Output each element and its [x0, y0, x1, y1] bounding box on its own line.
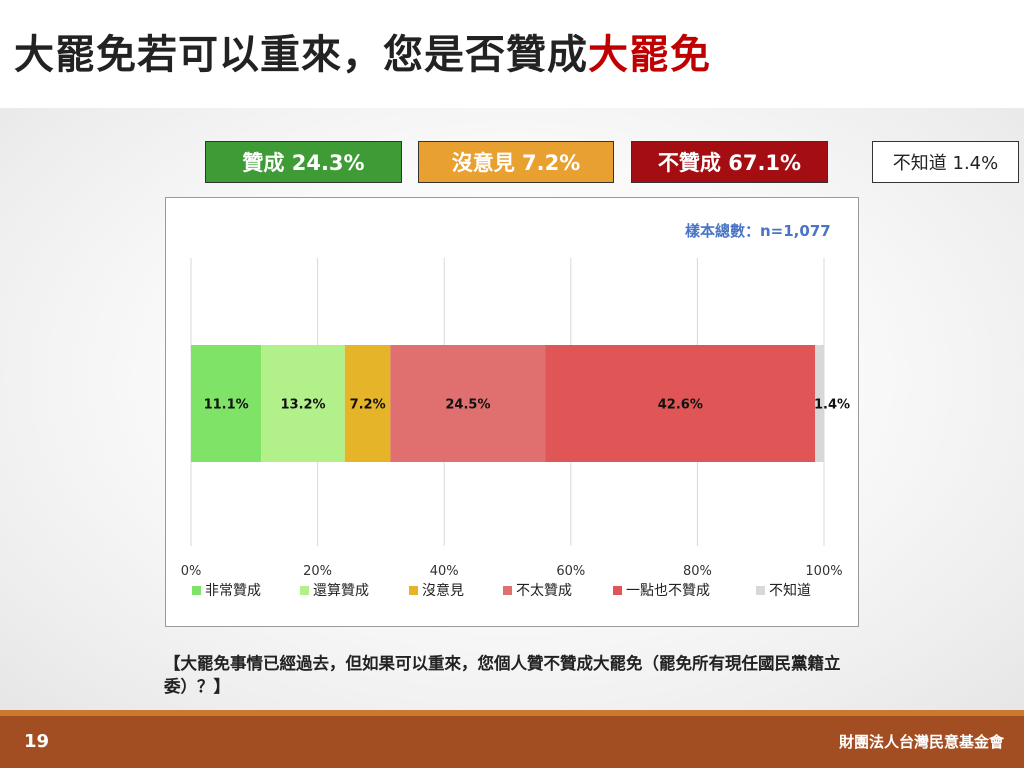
data-label: 7.2%	[350, 398, 386, 413]
bar-segment	[191, 345, 262, 462]
title-highlight: 大罷免	[588, 32, 711, 78]
x-tick-label: 100%	[805, 564, 842, 579]
title-bar: 大罷免若可以重來，您是否贊成大罷免	[0, 0, 1024, 108]
x-tick-label: 20%	[303, 564, 332, 579]
bar-segment	[815, 345, 824, 462]
slide-title: 大罷免若可以重來，您是否贊成大罷免	[14, 22, 711, 80]
data-label: 1.4%	[814, 398, 850, 413]
summary-disapprove-box: 不贊成 67.1%	[631, 141, 828, 183]
sample-size-note: 樣本總數：n=1,077	[685, 222, 831, 240]
legend-swatch	[613, 586, 622, 595]
data-label: 42.6%	[658, 398, 703, 413]
title-main: 大罷免若可以重來，您是否贊成	[14, 32, 588, 78]
page-number: 19	[24, 731, 50, 752]
summary-unknown-box: 不知道 1.4%	[872, 141, 1019, 183]
legend-label: 非常贊成	[205, 583, 261, 599]
legend-swatch	[756, 586, 765, 595]
bar-segment	[390, 345, 546, 462]
x-tick-label: 80%	[683, 564, 712, 579]
legend-swatch	[409, 586, 418, 595]
legend-swatch	[300, 586, 309, 595]
legend-swatch	[503, 586, 512, 595]
data-label: 13.2%	[280, 398, 325, 413]
data-label: 24.5%	[445, 398, 490, 413]
survey-question: 【大罷免事情已經過去，但如果可以重來，您個人贊不贊成大罷免（罷免所有現任國民黨籍…	[164, 654, 841, 696]
bar-segment	[545, 345, 816, 462]
summary-no-opinion-box: 沒意見 7.2%	[418, 141, 614, 183]
footer-bar	[0, 710, 1024, 768]
legend-label: 一點也不贊成	[626, 583, 710, 599]
legend-swatch	[192, 586, 201, 595]
x-tick-label: 0%	[181, 564, 202, 579]
legend-label: 不知道	[769, 582, 811, 599]
legend-label: 還算贊成	[313, 583, 369, 599]
x-tick-label: 40%	[430, 564, 459, 579]
summary-approve-box: 贊成 24.3%	[205, 141, 402, 183]
bar-segment	[344, 345, 391, 462]
data-label: 11.1%	[204, 398, 249, 413]
organization-name: 財團法人台灣民意基金會	[838, 733, 1004, 751]
footer-stripe	[0, 710, 1024, 716]
legend-label: 沒意見	[422, 582, 464, 599]
bar-segment	[261, 345, 345, 462]
x-tick-label: 60%	[556, 564, 585, 579]
legend-label: 不太贊成	[516, 583, 572, 599]
